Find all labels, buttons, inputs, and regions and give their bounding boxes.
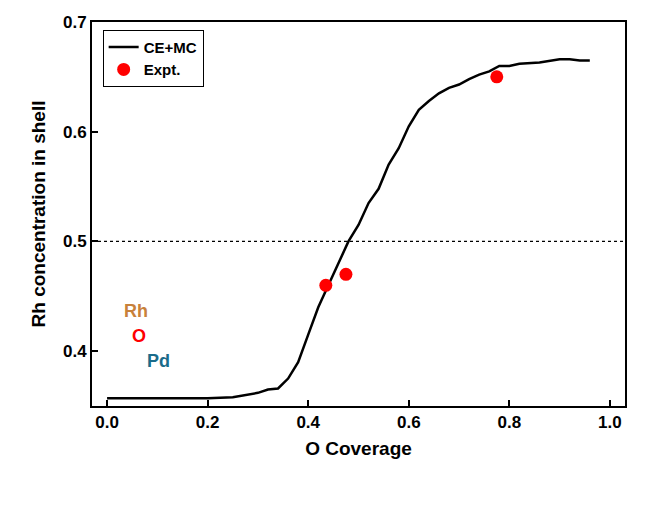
svg-text:O: O bbox=[132, 326, 146, 346]
svg-text:0.8: 0.8 bbox=[498, 413, 522, 432]
svg-text:0.4: 0.4 bbox=[296, 413, 320, 432]
svg-text:O Coverage: O Coverage bbox=[305, 438, 412, 459]
svg-text:0.6: 0.6 bbox=[63, 123, 87, 142]
svg-text:Rh concentration in shell: Rh concentration in shell bbox=[28, 101, 49, 328]
svg-text:0.5: 0.5 bbox=[63, 232, 87, 251]
svg-text:1.0: 1.0 bbox=[598, 413, 622, 432]
svg-text:0.7: 0.7 bbox=[63, 13, 87, 32]
svg-text:CE+MC: CE+MC bbox=[144, 39, 197, 56]
svg-text:0.2: 0.2 bbox=[196, 413, 220, 432]
svg-text:Expt.: Expt. bbox=[144, 61, 181, 78]
svg-text:0.0: 0.0 bbox=[95, 413, 119, 432]
svg-text:0.4: 0.4 bbox=[63, 342, 87, 361]
svg-text:Pd: Pd bbox=[147, 351, 170, 371]
svg-text:Rh: Rh bbox=[124, 301, 148, 321]
svg-text:0.6: 0.6 bbox=[397, 413, 421, 432]
